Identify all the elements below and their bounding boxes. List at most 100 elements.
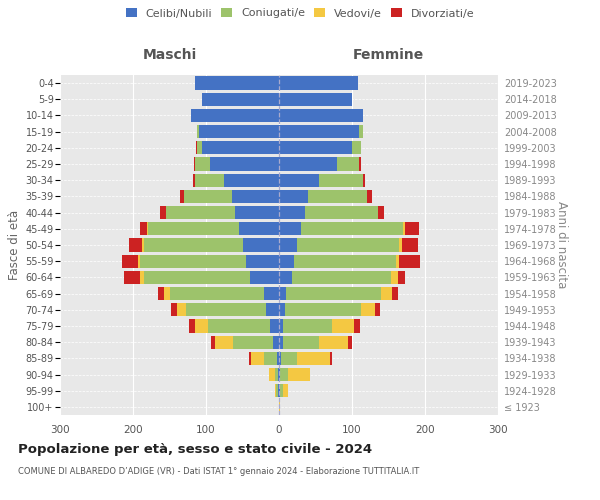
Bar [279, 125, 359, 138]
Bar [194, 158, 195, 170]
Bar [332, 320, 354, 332]
Bar [235, 206, 279, 220]
Bar [359, 158, 361, 170]
Bar [181, 190, 184, 203]
Bar [301, 222, 403, 235]
Text: COMUNE DI ALBAREDO D’ADIGE (VR) - Dati ISTAT 1° gennaio 2024 - Elaborazione TUTT: COMUNE DI ALBAREDO D’ADIGE (VR) - Dati I… [18, 468, 419, 476]
Bar [279, 141, 352, 154]
Bar [158, 287, 164, 300]
Bar [381, 287, 392, 300]
Bar [374, 303, 380, 316]
Bar [211, 336, 215, 349]
Bar [169, 287, 265, 300]
Bar [305, 206, 377, 220]
Bar [285, 303, 361, 316]
Bar [148, 222, 239, 235]
Bar [297, 352, 330, 365]
Bar [184, 190, 232, 203]
Bar [359, 125, 363, 138]
Bar [391, 270, 398, 284]
Bar [122, 254, 138, 268]
Text: Popolazione per età, sesso e stato civile - 2024: Popolazione per età, sesso e stato civil… [18, 442, 372, 456]
Bar [239, 222, 279, 235]
Bar [215, 336, 233, 349]
Bar [279, 400, 280, 413]
Bar [197, 141, 202, 154]
Bar [140, 270, 144, 284]
Bar [138, 254, 140, 268]
Y-axis label: Anni di nascita: Anni di nascita [555, 202, 568, 288]
Bar [279, 190, 308, 203]
Bar [276, 384, 278, 398]
Bar [279, 174, 319, 187]
Bar [265, 287, 279, 300]
Bar [404, 222, 419, 235]
Bar [195, 76, 279, 90]
Bar [377, 206, 378, 220]
Bar [275, 368, 278, 381]
Bar [250, 270, 279, 284]
Bar [232, 190, 279, 203]
Bar [283, 336, 319, 349]
Bar [202, 92, 279, 106]
Text: Maschi: Maschi [142, 48, 197, 62]
Bar [283, 384, 289, 398]
Bar [279, 222, 301, 235]
Bar [278, 368, 279, 381]
Bar [337, 158, 359, 170]
Bar [144, 270, 250, 284]
Bar [160, 206, 166, 220]
Bar [279, 109, 363, 122]
Bar [164, 287, 170, 300]
Bar [171, 303, 177, 316]
Bar [297, 238, 400, 252]
Bar [279, 254, 293, 268]
Bar [208, 320, 270, 332]
Bar [269, 368, 275, 381]
Bar [147, 222, 148, 235]
Bar [266, 303, 279, 316]
Bar [142, 238, 144, 252]
Bar [193, 174, 195, 187]
Bar [242, 238, 279, 252]
Bar [191, 109, 279, 122]
Bar [144, 238, 242, 252]
Bar [403, 222, 404, 235]
Bar [195, 158, 209, 170]
Bar [224, 174, 279, 187]
Bar [185, 303, 266, 316]
Bar [166, 206, 235, 220]
Bar [279, 76, 358, 90]
Bar [396, 254, 400, 268]
Bar [263, 352, 277, 365]
Bar [363, 174, 365, 187]
Bar [293, 254, 396, 268]
Bar [124, 270, 140, 284]
Bar [196, 141, 197, 154]
Bar [249, 352, 251, 365]
Bar [273, 336, 279, 349]
Bar [251, 352, 263, 365]
Bar [278, 384, 279, 398]
Bar [233, 336, 273, 349]
Bar [349, 336, 352, 349]
Bar [275, 384, 276, 398]
Bar [280, 384, 283, 398]
Bar [279, 287, 286, 300]
Bar [130, 238, 142, 252]
Bar [279, 384, 280, 398]
Bar [279, 270, 292, 284]
Bar [197, 125, 199, 138]
Bar [277, 352, 279, 365]
Bar [279, 206, 305, 220]
Bar [401, 238, 418, 252]
Legend: Celibi/Nubili, Coniugati/e, Vedovi/e, Divorziati/e: Celibi/Nubili, Coniugati/e, Vedovi/e, Di… [125, 8, 475, 18]
Bar [319, 174, 363, 187]
Bar [288, 368, 310, 381]
Bar [140, 222, 147, 235]
Bar [279, 320, 283, 332]
Bar [279, 352, 281, 365]
Bar [270, 320, 279, 332]
Bar [280, 368, 288, 381]
Bar [400, 238, 401, 252]
